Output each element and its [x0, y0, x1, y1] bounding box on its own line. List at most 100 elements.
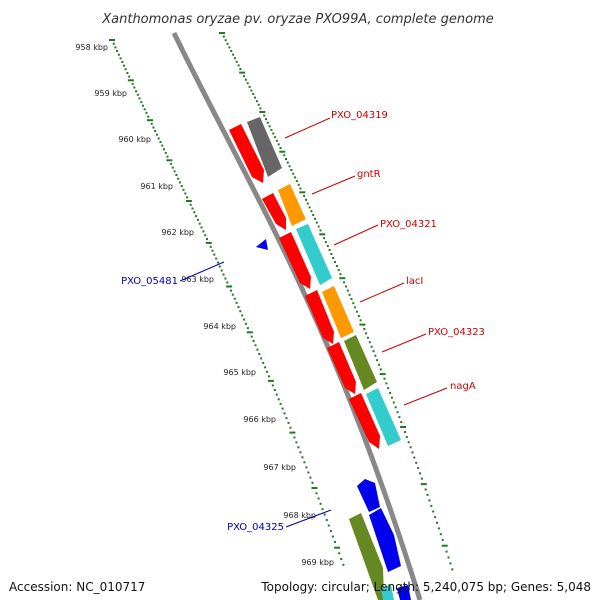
outer-minor-tick [220, 269, 223, 272]
inner-tick-track [219, 32, 454, 571]
inner-minor-tick [290, 169, 293, 171]
callout-line-naga [403, 387, 448, 406]
inner-minor-tick [315, 221, 318, 224]
label-pxo-04321[interactable]: PXO_04321 [380, 219, 437, 230]
gene-arrow-red-3[interactable] [279, 232, 311, 289]
inner-minor-tick [257, 103, 260, 106]
callout-line-pxo-04319 [284, 117, 331, 139]
gene-arrow-red-2[interactable] [262, 193, 286, 230]
inner-minor-tick [404, 431, 406, 433]
gene-arrow-red-1[interactable] [229, 124, 264, 183]
inner-minor-tick [226, 42, 229, 45]
label-pxo-04319[interactable]: PXO_04319 [331, 110, 388, 121]
outer-minor-tick [164, 151, 167, 154]
outer-minor-tick [182, 188, 185, 191]
inner-minor-tick [379, 368, 382, 371]
label-laci[interactable]: lacI [406, 276, 423, 287]
inner-minor-tick [259, 107, 262, 110]
gene-arrow-olive-2[interactable] [349, 513, 384, 600]
gene-arrow-orange-1[interactable] [278, 184, 306, 226]
outer-minor-tick [143, 108, 146, 111]
gene-arrow-blue-1[interactable] [256, 239, 268, 250]
outer-minor-tick [271, 384, 274, 387]
outer-major-tick [334, 546, 341, 549]
tick-label: 964 kbp [203, 322, 236, 331]
inner-minor-tick [430, 504, 433, 507]
inner-minor-tick [434, 516, 437, 519]
gene-arrow-cyan-2[interactable] [366, 388, 401, 446]
outer-minor-tick [250, 335, 253, 338]
outer-minor-tick [293, 436, 296, 439]
tick-label: 963 kbp [181, 275, 214, 284]
outer-minor-tick [235, 301, 238, 304]
label-pxo-05481[interactable]: PXO_05481 [121, 276, 178, 287]
outer-minor-tick [147, 115, 150, 118]
outer-major-tick [166, 159, 173, 162]
genome-backbone [171, 31, 423, 600]
gene-arrow-blue-4[interactable] [397, 585, 411, 600]
outer-major-tick [226, 285, 233, 288]
outer-minor-tick [114, 46, 117, 49]
outer-minor-tick [161, 144, 164, 147]
gene-arrow-red-4[interactable] [305, 290, 334, 344]
outer-minor-tick [295, 441, 298, 444]
gene-arrow-blue-2[interactable] [357, 479, 380, 512]
outer-minor-tick [246, 327, 249, 330]
inner-major-tick [339, 277, 346, 280]
outer-minor-tick [215, 257, 218, 260]
gene-arrow-red-6[interactable] [349, 393, 380, 449]
outer-minor-tick [177, 177, 180, 180]
inner-minor-tick [272, 132, 275, 135]
outer-major-tick [147, 119, 153, 122]
inner-minor-tick [439, 533, 442, 536]
inner-minor-tick [400, 421, 403, 424]
outer-minor-tick [226, 281, 229, 284]
gene-arrow-cyan-3[interactable] [381, 585, 394, 600]
inner-minor-tick [370, 345, 373, 348]
outer-minor-tick [287, 421, 290, 424]
outer-minor-tick [233, 297, 236, 300]
outer-minor-tick [116, 50, 119, 52]
outer-major-tick [246, 331, 253, 334]
outer-minor-tick [321, 508, 324, 511]
outer-minor-tick [327, 524, 330, 527]
outer-minor-tick [317, 497, 320, 500]
outer-minor-tick [191, 207, 194, 210]
inner-minor-tick [419, 472, 421, 475]
inner-minor-tick [365, 332, 368, 335]
inner-minor-tick [288, 165, 291, 168]
outer-minor-tick [315, 492, 318, 495]
label-pxo-04323[interactable]: PXO_04323 [428, 327, 485, 338]
outer-minor-tick [138, 97, 141, 100]
inner-minor-tick [265, 118, 267, 121]
inner-minor-tick [432, 510, 435, 513]
gene-arrow-olive-1[interactable] [344, 335, 377, 390]
outer-minor-tick [319, 502, 322, 505]
callout-line-pxo-04325 [285, 509, 332, 528]
inner-minor-tick [346, 289, 349, 292]
map-title: Xanthomonas oryzae pv. oryzae PXO99A, co… [101, 12, 494, 27]
outer-minor-tick [275, 393, 278, 396]
outer-minor-tick [163, 148, 165, 151]
outer-minor-tick [297, 446, 300, 449]
gene-arrow-orange-2[interactable] [322, 286, 354, 338]
outer-major-tick [289, 431, 296, 434]
label-gntr[interactable]: gntR [357, 169, 381, 180]
gene-arrow-red-5[interactable] [327, 342, 356, 394]
gene-callouts: PXO_04319 gntR PXO_04321 lacI PXO_04323 … [121, 110, 485, 533]
outer-minor-tick [340, 558, 343, 560]
label-naga[interactable]: nagA [450, 381, 476, 392]
inner-minor-tick [376, 359, 379, 362]
inner-major-tick [420, 483, 427, 486]
inner-minor-tick [232, 53, 235, 56]
inner-major-tick [279, 150, 286, 153]
gene-arrow-cyan-1[interactable] [296, 224, 332, 285]
gene-arrow-gray-1[interactable] [247, 117, 282, 177]
label-pxo-04325[interactable]: PXO_04325 [227, 522, 284, 533]
inner-minor-tick [355, 310, 358, 313]
tick-label: 958 kbp [75, 43, 108, 52]
outer-major-tick [109, 39, 115, 41]
inner-minor-tick [244, 78, 247, 81]
outer-minor-tick [175, 174, 178, 176]
gene-arrow-blue-3[interactable] [369, 508, 401, 572]
